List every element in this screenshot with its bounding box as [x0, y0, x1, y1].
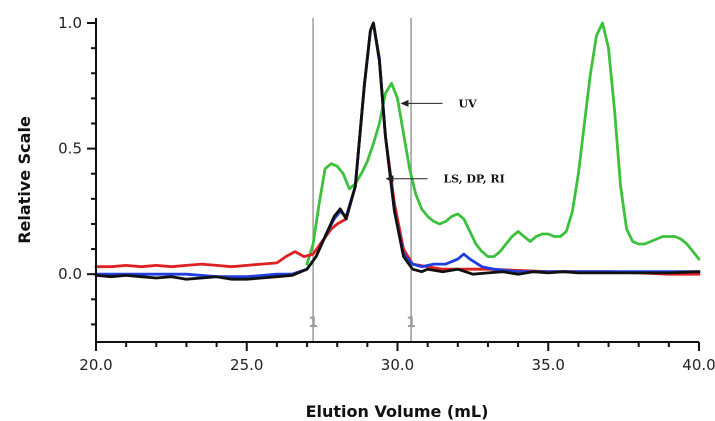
plot-area [96, 18, 699, 342]
axis-layer: 0.0 0.5 1.0 20.0 25.0 30.0 35.0 40.0 [58, 14, 715, 374]
x-tick-label-1: 20.0 [79, 356, 112, 374]
y-tick-label-2: 0.5 [58, 140, 82, 158]
x-axis-title: Elution Volume (mL) [306, 402, 489, 421]
annotation-label-1: UV [459, 97, 478, 110]
series-line-4 [94, 21, 701, 281]
marker-label-1: 1 [308, 315, 318, 331]
marker-label-2: 1 [406, 315, 416, 331]
x-tick-label-4: 35.0 [532, 356, 565, 374]
annotation-layer: UV LS, DP, RI [385, 97, 505, 186]
series-layer [94, 21, 701, 281]
x-tick-label-2: 25.0 [230, 356, 263, 374]
x-tick-label-3: 30.0 [381, 356, 414, 374]
y-tick-label-3: 1.0 [58, 14, 82, 32]
annotation-arrowhead-1 [400, 99, 409, 107]
series-line-1 [305, 21, 701, 266]
annotation-label-2: LS, DP, RI [443, 173, 504, 186]
x-tick-label-5: 40.0 [682, 356, 715, 374]
y-tick-label-1: 0.0 [58, 265, 82, 283]
y-axis-title: Relative Scale [15, 116, 34, 244]
annotation-arrowhead-2 [385, 175, 394, 183]
